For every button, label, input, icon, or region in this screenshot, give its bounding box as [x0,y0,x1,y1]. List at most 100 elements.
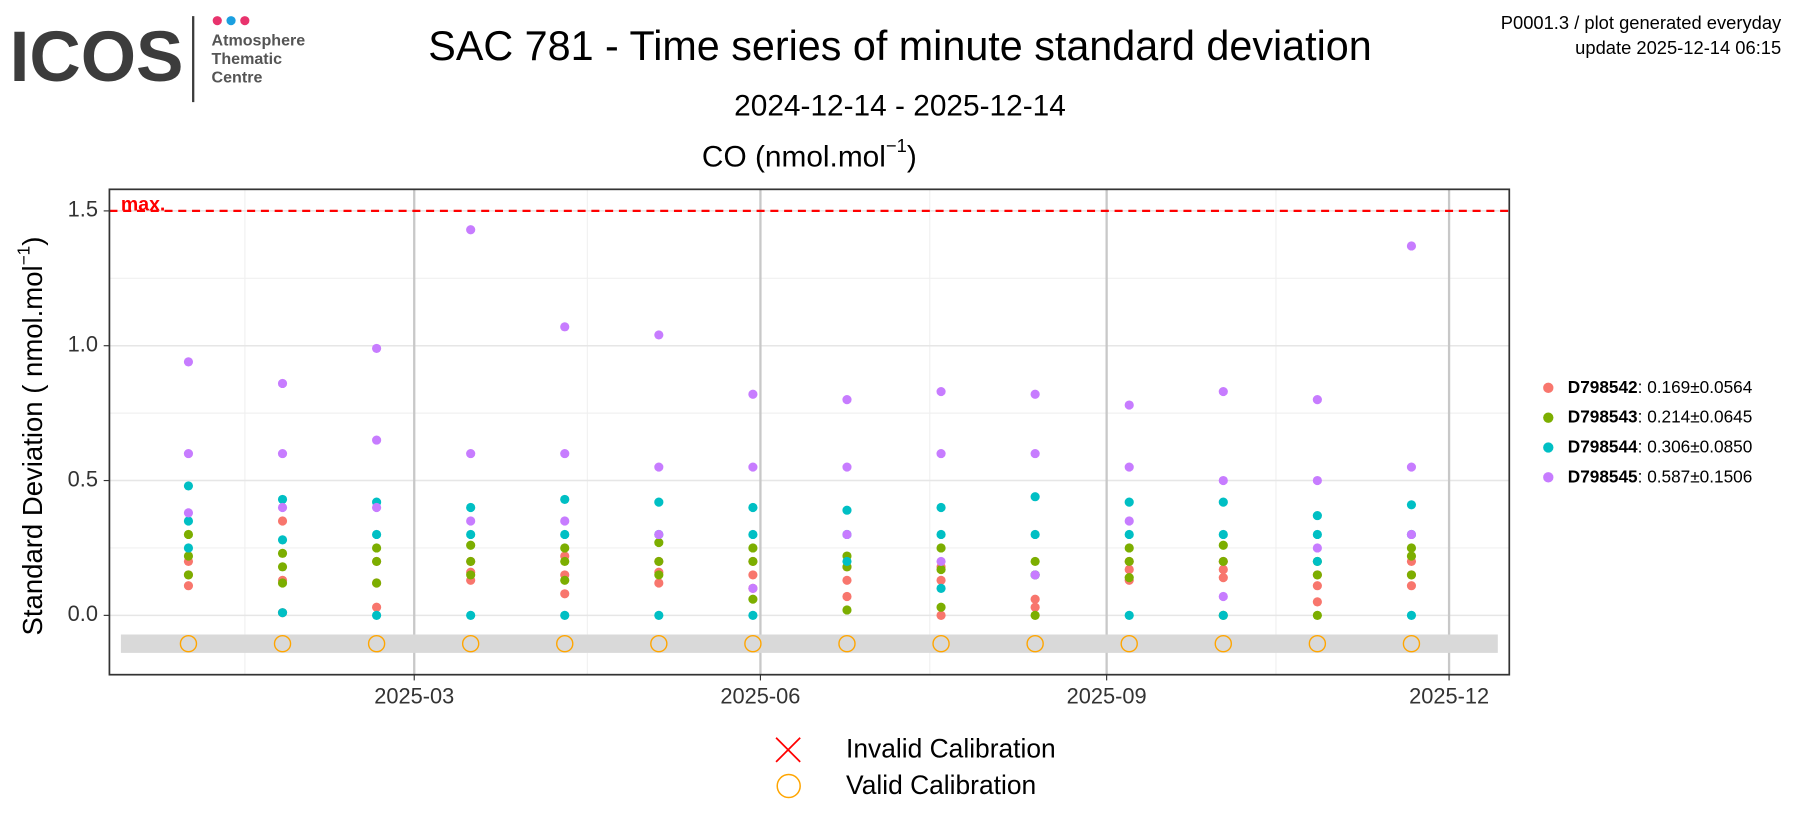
data-point [1030,610,1040,620]
legend-name: D798543 [1568,406,1638,426]
data-point [560,575,570,585]
data-point [1406,241,1417,251]
legend-entry: D798544: 0.306±0.0850 [1568,436,1753,456]
data-point [748,462,758,472]
data-point [1406,551,1417,561]
valid-calibration-marker [273,634,292,653]
data-point [372,610,382,620]
valid-calibration-marker [556,634,574,653]
data-point [936,602,946,612]
data-point [372,578,382,588]
data-point [183,543,194,553]
data-point [1218,564,1228,575]
data-point [654,570,664,580]
data-point [560,589,570,599]
data-point [842,605,852,615]
data-point [1312,581,1322,591]
data-point [1406,543,1417,553]
chart-title: SAC 781 - Time series of minute standard… [428,23,1371,69]
data-point [936,575,946,585]
data-point [1218,591,1228,602]
data-point [466,610,476,620]
data-point [1124,564,1134,575]
data-point [748,556,758,567]
data-point [277,562,288,572]
data-point [1124,516,1134,526]
data-point [183,448,194,459]
valid-calibration-marker [1214,634,1233,653]
data-point [560,516,570,526]
data-point [183,551,194,561]
valid-calibration-marker [744,634,762,653]
y-axis-title: Standard Deviation ( nmol.mol−1) [13,237,48,636]
data-point [1030,389,1040,399]
legend-stats: : 0.306±0.0850 [1638,436,1753,456]
legend-name: D798544 [1568,436,1638,456]
legend-label: Valid Calibration [846,770,1036,800]
data-point [1124,400,1134,410]
data-point [277,608,288,618]
data-point [1218,573,1228,583]
data-point [277,494,288,505]
legend-stats: : 0.169±0.0564 [1638,376,1753,396]
data-point [1312,597,1322,607]
data-point [842,575,852,585]
data-point [1218,610,1228,620]
logo-dot [240,16,250,26]
data-point [654,497,664,507]
valid-calibration-icon [776,773,801,799]
valid-calibration-marker [932,634,950,653]
data-point [842,462,852,472]
data-point [466,540,476,550]
data-point [936,502,946,513]
data-point [654,330,664,340]
legend-swatch [1543,412,1554,423]
data-point [277,578,288,588]
data-point [466,448,476,459]
data-point [560,543,570,553]
data-point [1030,556,1040,567]
data-point [1406,462,1417,472]
chart-subtitle: 2024-12-14 - 2025-12-14 [734,90,1066,123]
y-tick-label: 1.0 [68,331,98,356]
data-point [1124,543,1134,553]
data-point [372,543,382,553]
data-point [466,225,476,235]
legend-stats: : 0.587±0.1506 [1638,466,1753,486]
data-point [748,543,758,553]
panel-title-sup: −1 [886,135,907,156]
data-point [842,556,852,567]
data-point [183,508,194,518]
data-point [1124,610,1134,620]
data-point [936,610,946,620]
data-point [842,591,852,602]
data-point [466,556,476,567]
data-point [748,389,758,399]
valid-calibration-marker [1402,634,1421,653]
info-text: P0001.3 / plot generated everyday [1501,12,1782,33]
data-point [1312,570,1322,580]
data-point [560,610,570,620]
legend-swatch [1543,382,1554,393]
valid-calibration-marker [1308,634,1327,653]
data-point [748,583,758,593]
panel-title-close: ) [907,140,917,173]
data-point [1124,462,1134,472]
data-point [1406,570,1417,580]
legend-name: D798545 [1568,466,1638,486]
data-point [936,556,946,567]
data-point [277,448,288,459]
logo: ICOS [10,18,184,97]
data-point [183,570,194,580]
data-point [560,448,570,459]
data-point [748,594,758,604]
valid-calibration-marker [650,634,668,653]
data-point [466,502,476,513]
data-point [1030,570,1040,580]
data-point [277,502,288,513]
data-point [1312,529,1322,540]
data-point [936,583,946,593]
valid-calibration-marker [179,634,198,653]
y-title-sup: −1 [13,246,33,266]
